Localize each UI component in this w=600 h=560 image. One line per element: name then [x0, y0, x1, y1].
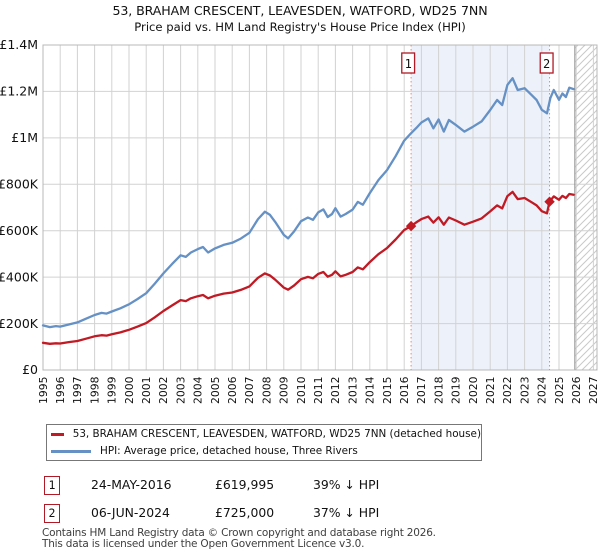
- svg-text:£600K: £600K: [0, 223, 39, 238]
- svg-text:2017: 2017: [415, 377, 428, 404]
- svg-text:2007: 2007: [243, 377, 256, 404]
- x-axis-labels: 1995 1996 1997 1998 1999 2000 2001 2002 2003 2004…: [37, 376, 600, 404]
- svg-text:2006: 2006: [226, 376, 239, 404]
- sale-1-diamond-marker: [405, 220, 417, 232]
- svg-text:£1M: £1M: [11, 130, 38, 145]
- svg-text:1995: 1995: [37, 377, 50, 404]
- svg-text:2001: 2001: [140, 377, 153, 404]
- svg-text:2021: 2021: [484, 377, 497, 404]
- svg-text:2012: 2012: [329, 377, 342, 404]
- svg-text:£400K: £400K: [0, 269, 39, 284]
- svg-text:2: 2: [543, 57, 550, 71]
- sale-2-number-badge: 2: [44, 504, 60, 523]
- legend-item-hpi: HPI: Average price, detached house, Thre…: [47, 444, 481, 459]
- svg-text:2015: 2015: [381, 377, 394, 404]
- svg-text:2008: 2008: [260, 376, 273, 404]
- plot-border: [42, 44, 598, 371]
- gridlines: [42, 44, 597, 371]
- sale-1-date: 24-MAY-2016: [91, 477, 172, 492]
- svg-text:2027: 2027: [587, 377, 600, 404]
- hpi-line-swatch: [51, 449, 91, 453]
- svg-text:2003: 2003: [174, 377, 187, 404]
- future-hatch-zone: [574, 45, 597, 370]
- sale-1-vs-hpi: 39% ↓ HPI: [313, 477, 380, 492]
- sale-2-date: 06-JUN-2024: [91, 505, 170, 520]
- license-footer: Contains HM Land Registry data © Crown c…: [42, 527, 598, 551]
- svg-text:2010: 2010: [295, 376, 308, 404]
- legend-item-price-paid: 53, BRAHAM CRESCENT, LEAVESDEN, WATFORD,…: [47, 427, 481, 442]
- svg-text:1998: 1998: [88, 376, 101, 404]
- svg-text:2002: 2002: [157, 377, 170, 404]
- price-paid-line-swatch: [51, 432, 64, 436]
- svg-text:2005: 2005: [209, 377, 222, 404]
- sale-2-price: £725,000: [215, 505, 275, 520]
- svg-text:2023: 2023: [518, 377, 531, 404]
- ownership-period-shade: [411, 45, 550, 370]
- hpi-line: [41, 77, 575, 329]
- svg-text:2011: 2011: [312, 377, 325, 404]
- svg-text:£200K: £200K: [0, 316, 39, 331]
- svg-text:2018: 2018: [432, 376, 445, 404]
- svg-text:2020: 2020: [467, 376, 480, 404]
- svg-text:2016: 2016: [398, 376, 411, 404]
- sale-2-diamond-marker: [544, 196, 555, 207]
- sale-row-1: 1 24-MAY-2016 £619,995 39% ↓ HPI: [0, 476, 600, 495]
- svg-text:£0: £0: [22, 362, 38, 377]
- svg-text:£1.2M: £1.2M: [0, 84, 38, 99]
- y-axis-labels: £0 £200K £400K £600K £800K £1M £1.2M £1.4M: [0, 37, 39, 377]
- svg-text:£1.4M: £1.4M: [0, 37, 38, 52]
- svg-text:1996: 1996: [54, 376, 67, 404]
- footer-line-1: Contains HM Land Registry data © Crown c…: [42, 527, 436, 539]
- chart-legend: 53, BRAHAM CRESCENT, LEAVESDEN, WATFORD,…: [46, 424, 482, 461]
- sale-2-vs-hpi: 37% ↓ HPI: [313, 505, 380, 520]
- svg-text:1999: 1999: [106, 376, 119, 404]
- svg-text:£800K: £800K: [0, 176, 39, 191]
- footer-line-2: This data is licensed under the Open Gov…: [42, 538, 365, 551]
- svg-text:1997: 1997: [71, 377, 84, 404]
- sale-row-2: 2 06-JUN-2024 £725,000 37% ↓ HPI: [0, 504, 600, 523]
- legend-label-price-paid: 53, BRAHAM CRESCENT, LEAVESDEN, WATFORD,…: [72, 428, 481, 440]
- sale-1-number-badge: 1: [44, 476, 60, 495]
- svg-text:2014: 2014: [364, 376, 377, 404]
- price-paid-line: [41, 190, 575, 345]
- sale-2-chart-badge: [539, 52, 554, 74]
- svg-text:2019: 2019: [450, 376, 463, 404]
- sale-1-price: £619,995: [215, 477, 275, 492]
- page-subtitle: Price paid vs. HM Land Registry's House …: [134, 20, 466, 34]
- page-title: 53, BRAHAM CRESCENT, LEAVESDEN, WATFORD,…: [112, 3, 488, 18]
- svg-text:2025: 2025: [553, 377, 566, 404]
- legend-label-hpi: HPI: Average price, detached house, Thre…: [100, 445, 358, 457]
- svg-text:1: 1: [405, 57, 412, 71]
- svg-text:2022: 2022: [501, 377, 514, 404]
- svg-text:2009: 2009: [278, 376, 291, 404]
- svg-text:2013: 2013: [346, 377, 359, 404]
- sale-1-chart-badge: [401, 52, 416, 74]
- svg-text:2026: 2026: [570, 376, 583, 404]
- svg-text:2024: 2024: [536, 376, 549, 404]
- svg-text:2000: 2000: [123, 376, 136, 404]
- svg-text:2004: 2004: [192, 376, 205, 404]
